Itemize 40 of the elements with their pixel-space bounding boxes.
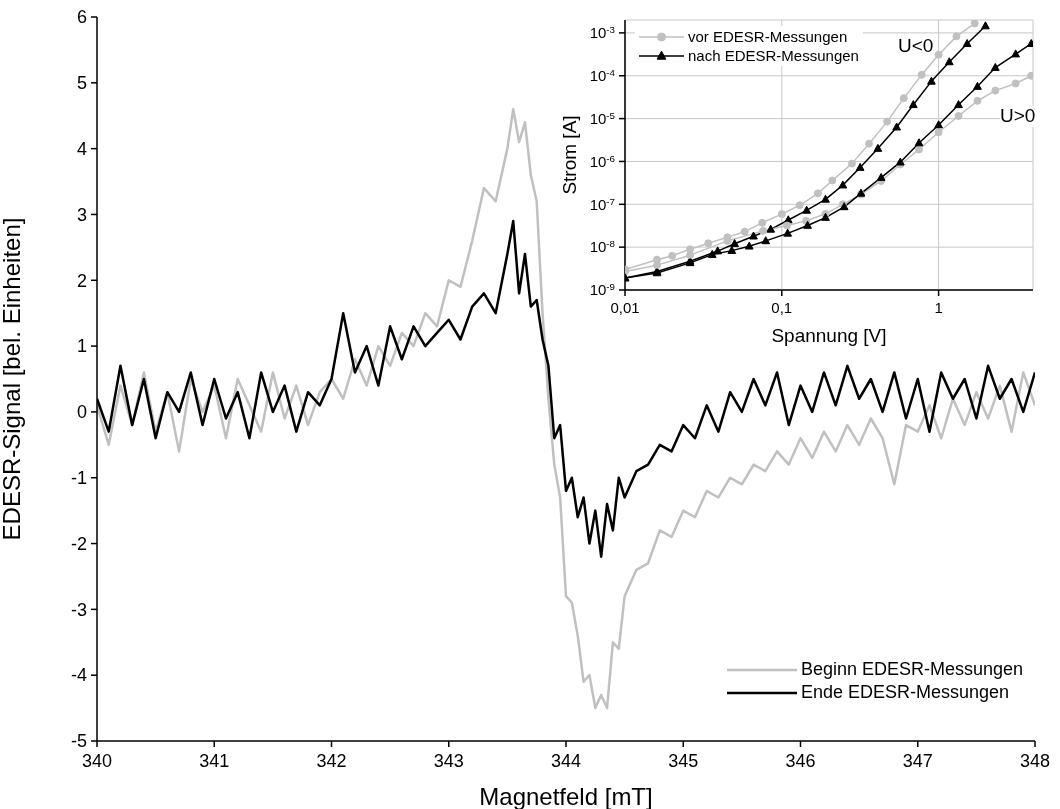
- y-tick-label: 10$^{-7}$: [589, 195, 615, 213]
- y-tick-label: 6: [76, 7, 87, 28]
- y-tick-label: -5: [70, 731, 87, 752]
- y-tick-label: 10$^{-3}$: [589, 23, 615, 42]
- x-tick-label: 346: [785, 751, 816, 771]
- y-tick-label: -3: [70, 599, 87, 620]
- legend-label: Ende EDESR-Messungen: [800, 682, 1009, 703]
- y-tick-label: 10$^{-4}$: [589, 66, 616, 84]
- x-tick-label: 1: [934, 299, 943, 316]
- x-tick-label: 343: [433, 751, 464, 771]
- y-tick-label: 1: [76, 336, 87, 357]
- y-tick-label: 0: [76, 402, 87, 423]
- y-tick-label: 4: [76, 138, 87, 159]
- x-tick-label: 344: [550, 751, 582, 771]
- x-tick-label: 0,01: [610, 299, 640, 316]
- y-axis-title: EDESR-Signal [bel. Einheiten]: [0, 217, 26, 541]
- y-tick-label: 10$^{-5}$: [589, 109, 616, 127]
- y-tick-label: 2: [76, 270, 87, 291]
- y-tick-label: 10$^{-6}$: [589, 152, 615, 170]
- x-tick-label: 341: [199, 751, 230, 771]
- annotation: U>0: [1000, 105, 1036, 127]
- legend-label: nach EDESR-Messungen: [688, 47, 859, 64]
- x-tick-label: 0,1: [771, 299, 793, 316]
- x-tick-label: 347: [902, 751, 933, 771]
- y-axis-title: Strom [A]: [559, 115, 581, 195]
- legend-label: Beginn EDESR-Messungen: [800, 659, 1023, 680]
- annotation: U<0: [898, 35, 934, 57]
- y-tick-label: -1: [70, 468, 87, 489]
- x-tick-label: 342: [316, 751, 347, 771]
- y-tick-label: 3: [76, 204, 87, 225]
- x-axis-title: Spannung [V]: [771, 325, 887, 346]
- x-tick-label: 345: [668, 751, 699, 771]
- y-tick-label: -4: [70, 665, 87, 686]
- y-tick-label: 10$^{-9}$: [589, 280, 615, 299]
- y-tick-label: -2: [70, 533, 87, 554]
- legend-label: vor EDESR-Messungen: [688, 28, 848, 45]
- x-tick-label: 340: [81, 751, 113, 771]
- y-tick-label: 5: [76, 73, 87, 94]
- x-tick-label: 348: [1019, 751, 1051, 771]
- y-tick-label: 10$^{-8}$: [589, 237, 615, 256]
